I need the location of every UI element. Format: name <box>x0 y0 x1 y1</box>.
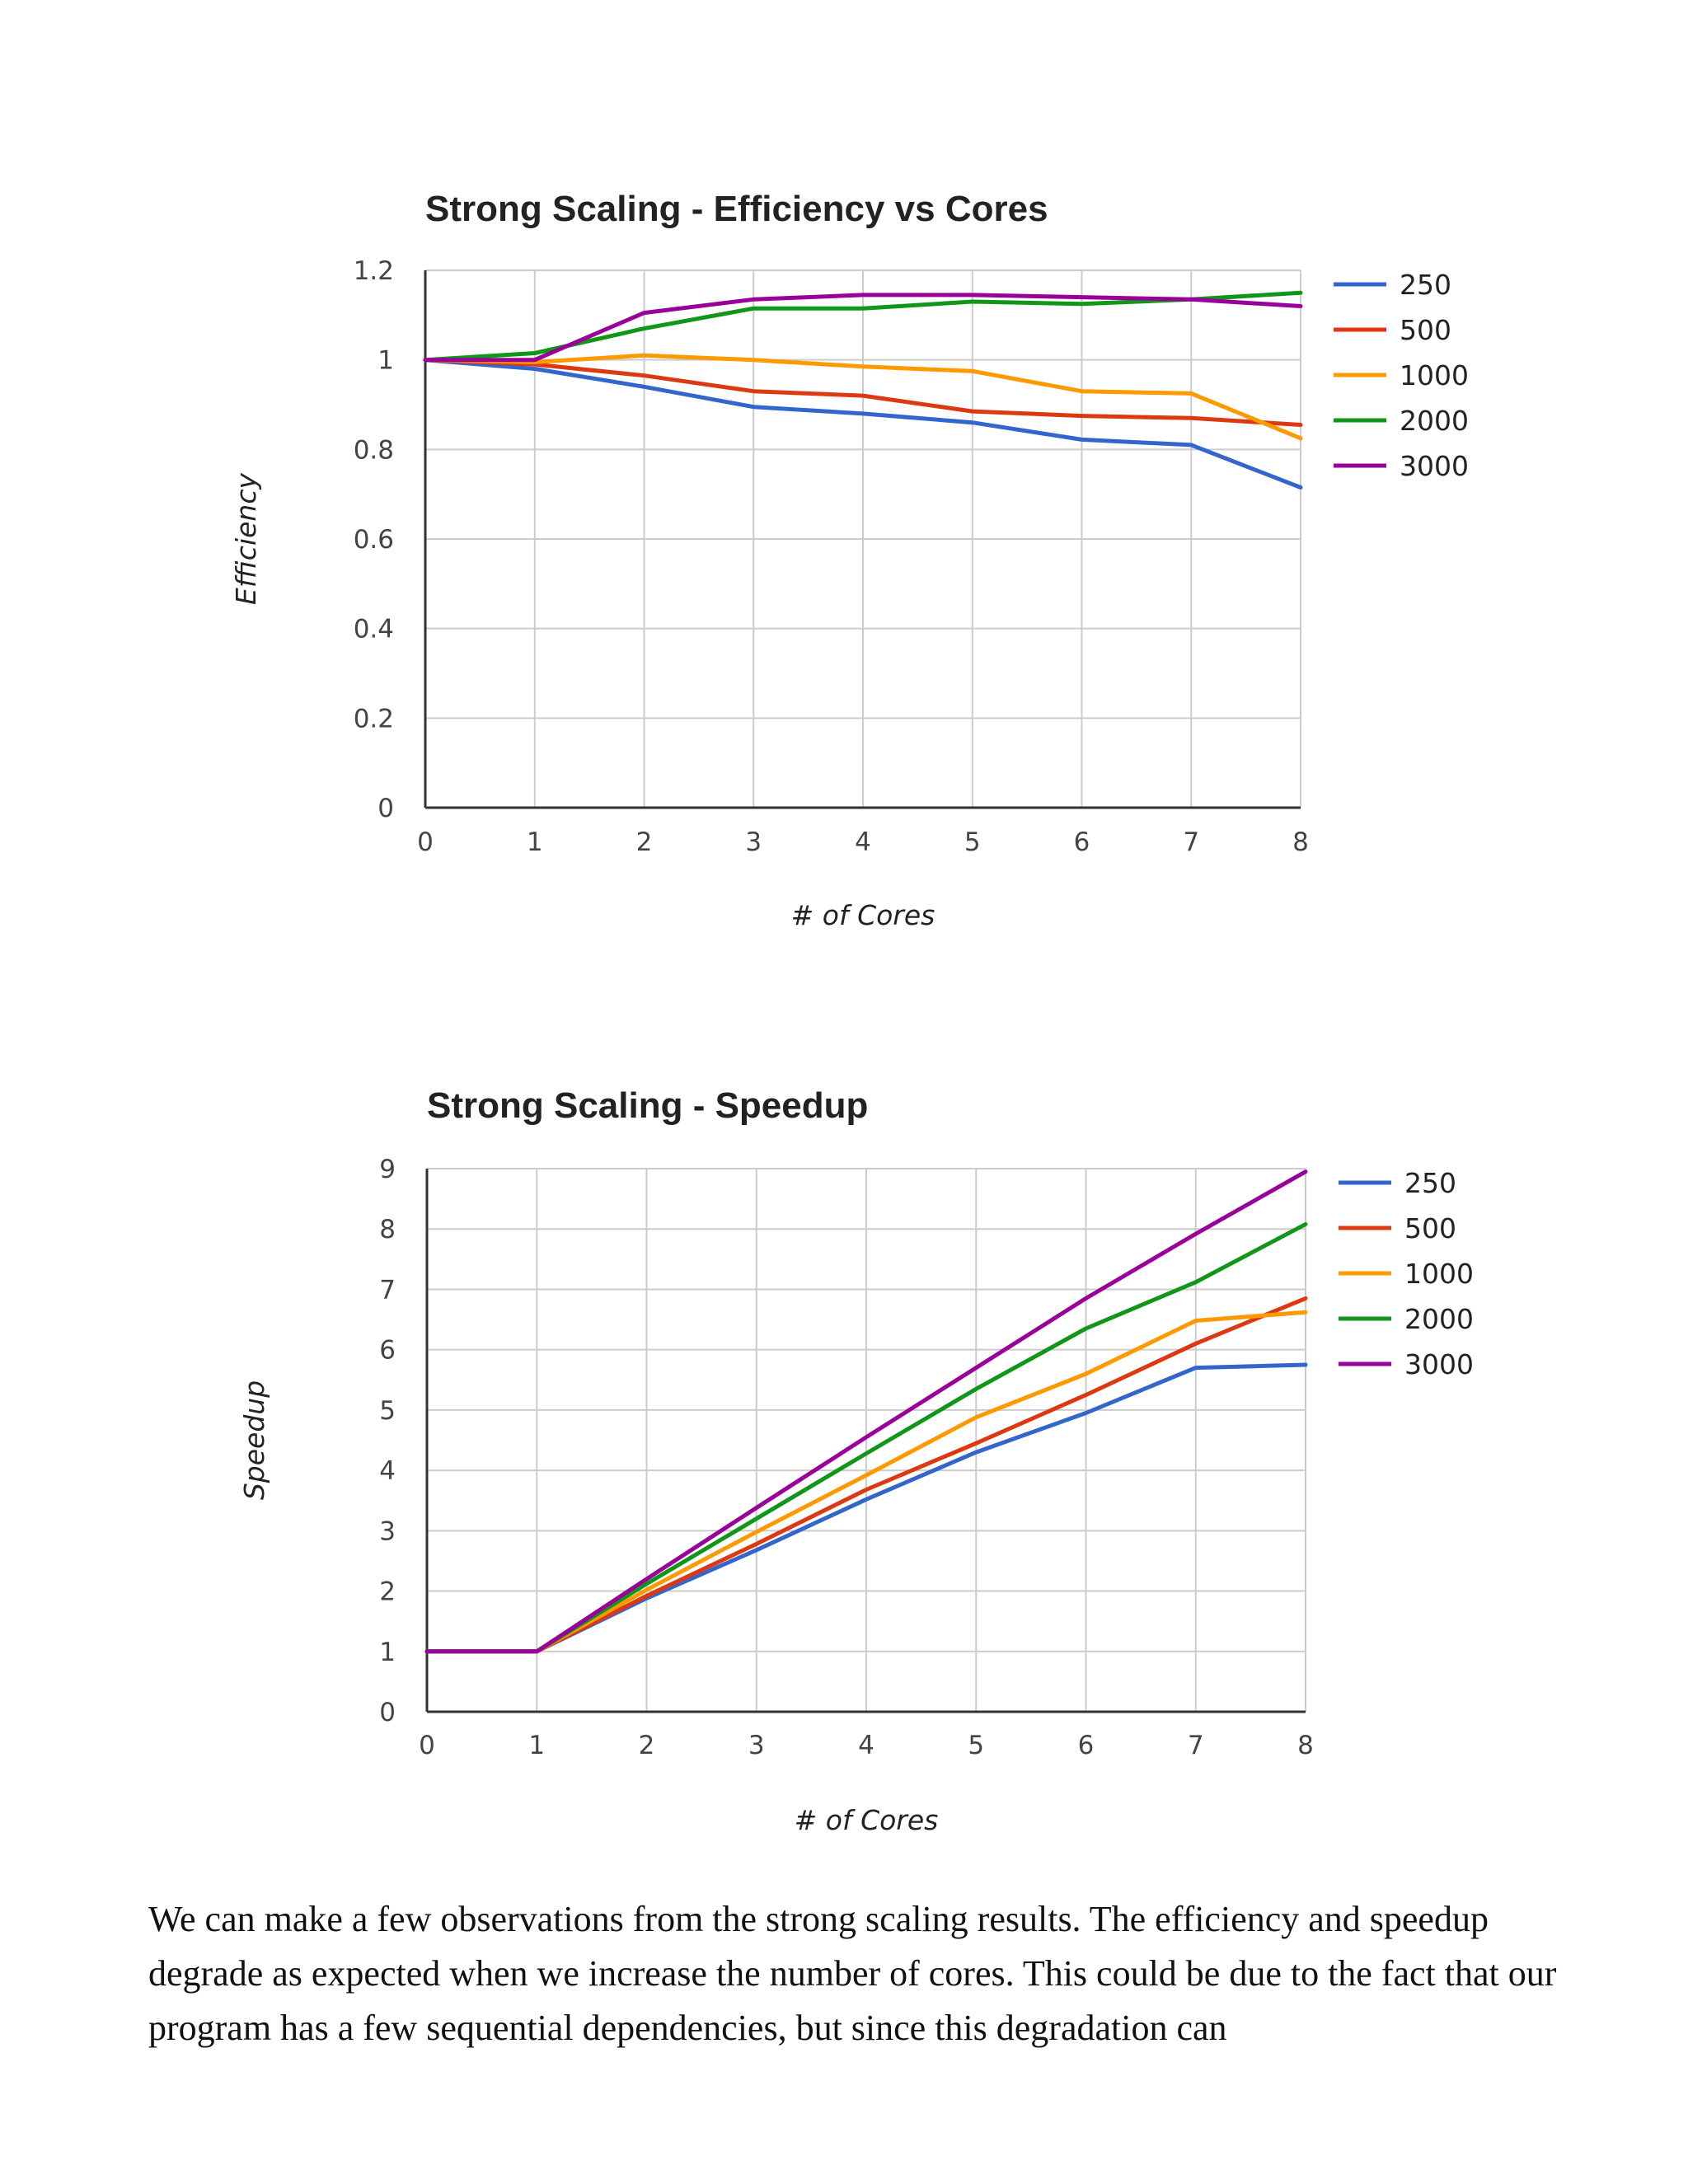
speedup-legend-label-500: 500 <box>1404 1212 1456 1244</box>
speedup-x-tick-label: 8 <box>1297 1731 1314 1760</box>
speedup-y-tick-label: 1 <box>379 1638 396 1667</box>
efficiency-chart-title: Strong Scaling - Efficiency vs Cores <box>425 189 1048 229</box>
speedup-y-tick-label: 9 <box>379 1155 396 1184</box>
efficiency-x-tick-label: 6 <box>1074 827 1090 857</box>
efficiency-x-tick-label: 4 <box>855 827 871 857</box>
speedup-x-tick-label: 6 <box>1078 1731 1095 1760</box>
efficiency-series-250-line <box>423 358 1303 490</box>
speedup-chart-title: Strong Scaling - Speedup <box>427 1085 868 1126</box>
efficiency-y-axis-label: Efficiency <box>230 473 262 606</box>
speedup-legend-label-3000: 3000 <box>1404 1348 1474 1380</box>
efficiency-x-tick-label: 0 <box>417 827 434 857</box>
speedup-x-tick-label: 3 <box>748 1731 765 1760</box>
efficiency-x-tick-label: 8 <box>1292 827 1309 857</box>
speedup-y-tick-label: 3 <box>379 1516 396 1546</box>
speedup-x-tick-label: 2 <box>639 1731 655 1760</box>
efficiency-x-tick-label: 1 <box>527 827 543 857</box>
speedup-y-tick-label: 8 <box>379 1215 396 1244</box>
efficiency-series-3000-line <box>423 293 1303 363</box>
speedup-legend-label-2000: 2000 <box>1404 1303 1474 1335</box>
efficiency-x-tick-label: 3 <box>745 827 762 857</box>
speedup-x-axis-label: # of Cores <box>795 1804 939 1836</box>
efficiency-x-axis-label: # of Cores <box>791 899 935 931</box>
body-paragraph: We can make a few observations from the … <box>148 1899 1557 2048</box>
speedup-y-tick-label: 7 <box>379 1275 396 1305</box>
speedup-x-tick-label: 0 <box>419 1731 435 1760</box>
speedup-x-tick-label: 5 <box>968 1731 984 1760</box>
speedup-legend-label-1000: 1000 <box>1404 1258 1474 1290</box>
efficiency-legend-label-1000: 1000 <box>1400 359 1469 391</box>
efficiency-series-1000-line <box>423 353 1303 441</box>
efficiency-legend-label-2000: 2000 <box>1400 405 1469 437</box>
efficiency-x-tick-label: 2 <box>636 827 653 857</box>
efficiency-y-tick-label: 0.2 <box>354 704 394 733</box>
speedup-series-3000-line <box>424 1169 1308 1654</box>
efficiency-y-tick-label: 0 <box>377 794 394 823</box>
efficiency-x-tick-label: 5 <box>964 827 981 857</box>
efficiency-series-500-line <box>423 358 1303 427</box>
speedup-y-tick-label: 6 <box>379 1336 396 1366</box>
speedup-y-tick-label: 5 <box>379 1396 396 1426</box>
speedup-y-tick-label: 4 <box>379 1456 396 1486</box>
efficiency-legend-label-500: 500 <box>1400 314 1451 346</box>
speedup-y-axis-label: Speedup <box>238 1380 270 1500</box>
efficiency-chart: Strong Scaling - Efficiency vs Cores 0 0.2… <box>230 189 1469 931</box>
speedup-x-tick-label: 1 <box>528 1731 545 1760</box>
speedup-x-tick-label: 4 <box>858 1731 874 1760</box>
speedup-legend-label-250: 250 <box>1404 1167 1456 1199</box>
speedup-y-tick-label: 0 <box>379 1698 396 1727</box>
efficiency-y-tick-label: 0.6 <box>354 525 394 555</box>
efficiency-y-tick-label: 0.8 <box>354 435 394 465</box>
efficiency-legend-label-250: 250 <box>1400 269 1451 301</box>
efficiency-y-tick-label: 1 <box>377 346 394 376</box>
efficiency-legend-label-3000: 3000 <box>1400 450 1469 482</box>
efficiency-y-tick-label: 0.4 <box>354 615 394 644</box>
efficiency-x-tick-label: 7 <box>1183 827 1199 857</box>
speedup-chart: Strong Scaling - Speedup 0 1 2 3 4 5 6 7 8 9 0 1 2 3 4 5… <box>238 1085 1474 1836</box>
speedup-y-tick-label: 2 <box>379 1577 396 1607</box>
speedup-x-tick-label: 7 <box>1188 1731 1204 1760</box>
efficiency-y-tick-label: 1.2 <box>354 256 394 286</box>
